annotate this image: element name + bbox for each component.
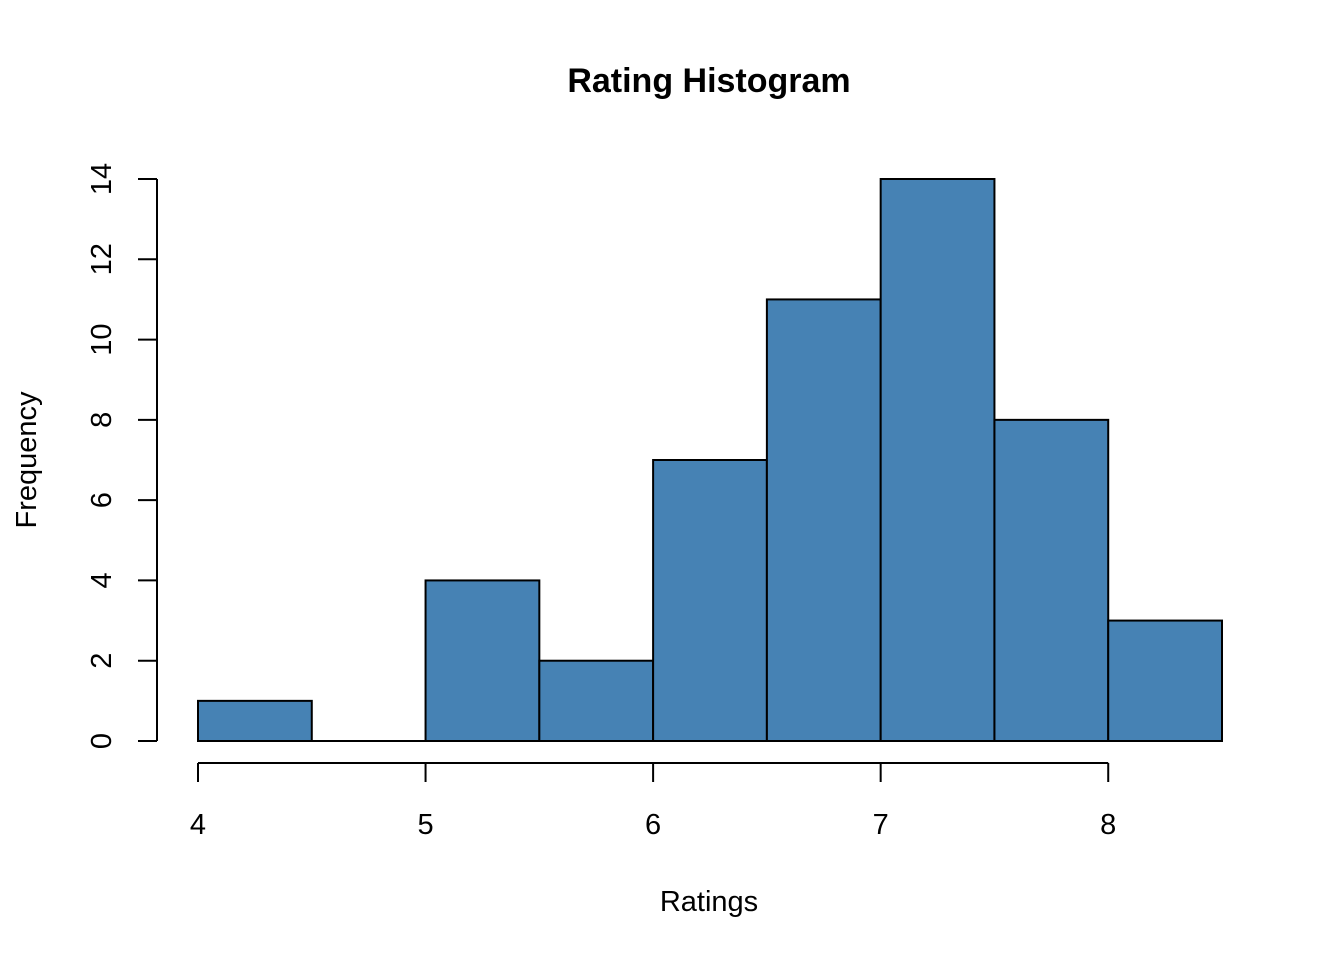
histogram-bar-3 bbox=[538, 659, 655, 743]
x-axis-ticks: 4 5 6 7 8 bbox=[190, 763, 1116, 841]
y-tick-label: 6 bbox=[86, 492, 118, 508]
y-tick-label: 8 bbox=[86, 412, 118, 428]
histogram-bar-6 bbox=[879, 178, 996, 742]
histogram-bar-7 bbox=[993, 418, 1110, 742]
x-tick-label: 5 bbox=[417, 809, 433, 841]
x-tick-label: 7 bbox=[873, 809, 889, 841]
x-axis-label: Ratings bbox=[660, 886, 758, 918]
y-tick-label: 10 bbox=[86, 323, 118, 355]
histogram-bar-4 bbox=[652, 459, 768, 742]
histogram-bar-5 bbox=[765, 298, 882, 742]
x-tick-label: 6 bbox=[645, 809, 661, 841]
y-tick-label: 12 bbox=[86, 243, 118, 275]
histogram-bar-2 bbox=[424, 579, 541, 743]
y-tick-label: 2 bbox=[86, 653, 118, 669]
y-tick-label: 14 bbox=[86, 163, 118, 195]
histogram-bar-0 bbox=[197, 699, 313, 742]
y-axis-ticks: 0 2 4 6 8 10 12 14 bbox=[86, 163, 157, 749]
x-tick-label: 4 bbox=[190, 809, 206, 841]
x-tick-label: 8 bbox=[1100, 809, 1116, 841]
y-tick-label: 4 bbox=[86, 572, 118, 588]
chart-title: Rating Histogram bbox=[567, 62, 850, 100]
y-axis-label: Frequency bbox=[11, 391, 43, 529]
histogram-bar-8 bbox=[1107, 619, 1223, 742]
bars-group bbox=[197, 178, 1223, 743]
y-tick-label: 0 bbox=[86, 733, 118, 749]
